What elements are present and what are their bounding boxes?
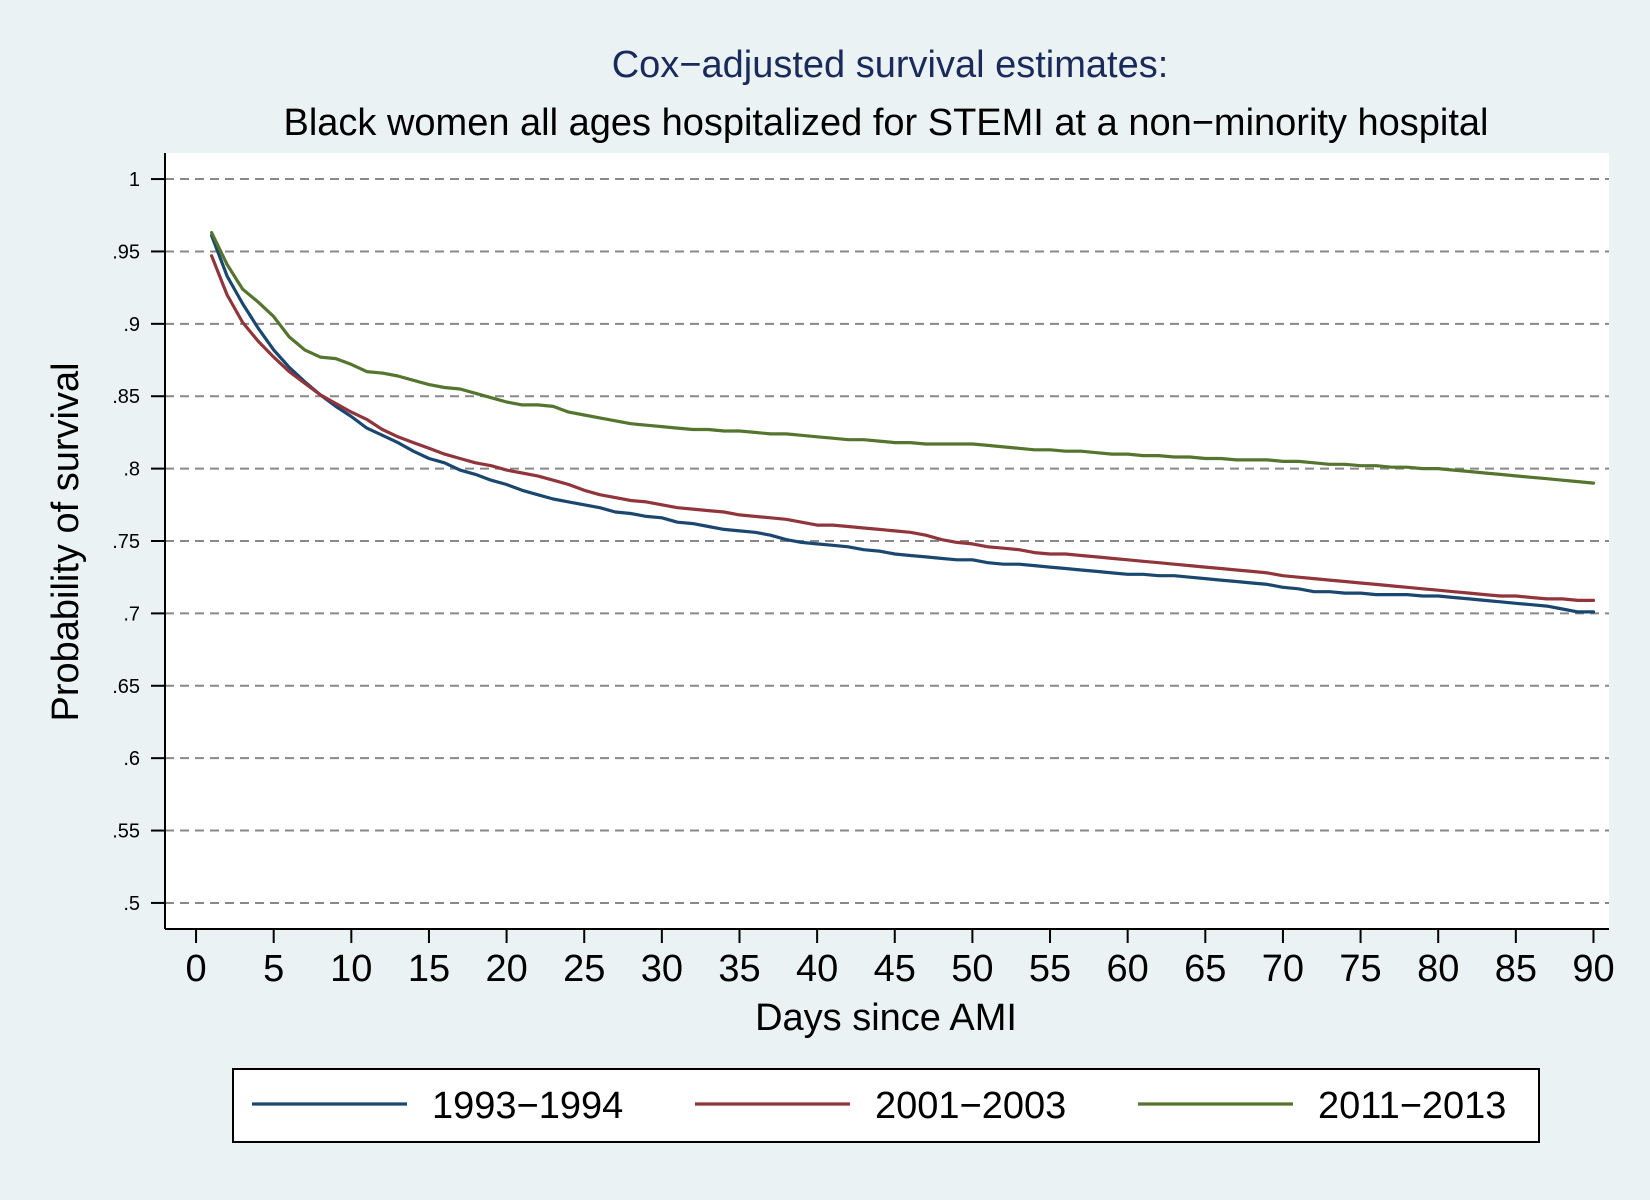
legend-label-3: 2011−2013 — [1318, 1085, 1506, 1127]
y-tick-label: .8 — [123, 459, 140, 481]
x-tick-label: 40 — [796, 948, 838, 990]
x-axis-label: Days since AMI — [755, 997, 1017, 1039]
y-tick-label: .7 — [123, 603, 140, 625]
x-tick-label: 15 — [408, 948, 450, 990]
x-tick-label: 85 — [1495, 948, 1537, 990]
legend-label-1: 1993−1994 — [432, 1085, 623, 1127]
y-tick-label: .6 — [123, 748, 140, 770]
series-line-2 — [210, 254, 1596, 602]
chart-title: Cox−adjusted survival estimates: — [612, 44, 1169, 86]
chart-subtitle: Black women all ages hospitalized for ST… — [284, 102, 1489, 144]
legend: 1993−1994 2001−2003 2011−2013 — [232, 1068, 1540, 1143]
y-tick-label: .5 — [123, 893, 140, 915]
series-line-1 — [210, 233, 1596, 614]
x-tick-label: 10 — [330, 948, 372, 990]
y-tick-label: .85 — [112, 386, 140, 408]
legend-items: 1993−1994 2001−2003 2011−2013 — [252, 1085, 1506, 1127]
y-tick-label: .9 — [123, 314, 140, 336]
x-tick-label: 30 — [641, 948, 683, 990]
x-tick-label: 55 — [1029, 948, 1071, 990]
legend-box — [232, 1068, 1540, 1143]
x-tick-label: 5 — [263, 948, 284, 990]
series-lines — [210, 231, 1596, 614]
x-tick-label: 25 — [563, 948, 605, 990]
y-tick-label: .55 — [112, 821, 140, 843]
x-tick-label: 60 — [1107, 948, 1149, 990]
y-tick-label: .95 — [112, 241, 140, 263]
x-tick-label: 75 — [1339, 948, 1381, 990]
x-tick-label: 90 — [1572, 948, 1614, 990]
x-tick-label: 80 — [1417, 948, 1459, 990]
series-line-3 — [210, 231, 1596, 485]
y-tick-label: 1 — [129, 169, 140, 191]
x-tick-label: 70 — [1262, 948, 1304, 990]
x-tick-label: 65 — [1184, 948, 1226, 990]
legend-label-2: 2001−2003 — [875, 1085, 1066, 1127]
y-axis-label: Probability of survival — [45, 362, 87, 721]
y-tick-label: .75 — [112, 531, 140, 553]
x-tick-label: 45 — [874, 948, 916, 990]
x-tick-label: 0 — [185, 948, 206, 990]
y-tick-label: .65 — [112, 676, 140, 698]
x-tick-label: 35 — [718, 948, 760, 990]
x-tick-label: 50 — [951, 948, 993, 990]
x-tick-label: 20 — [485, 948, 527, 990]
gridlines — [165, 178, 1609, 904]
